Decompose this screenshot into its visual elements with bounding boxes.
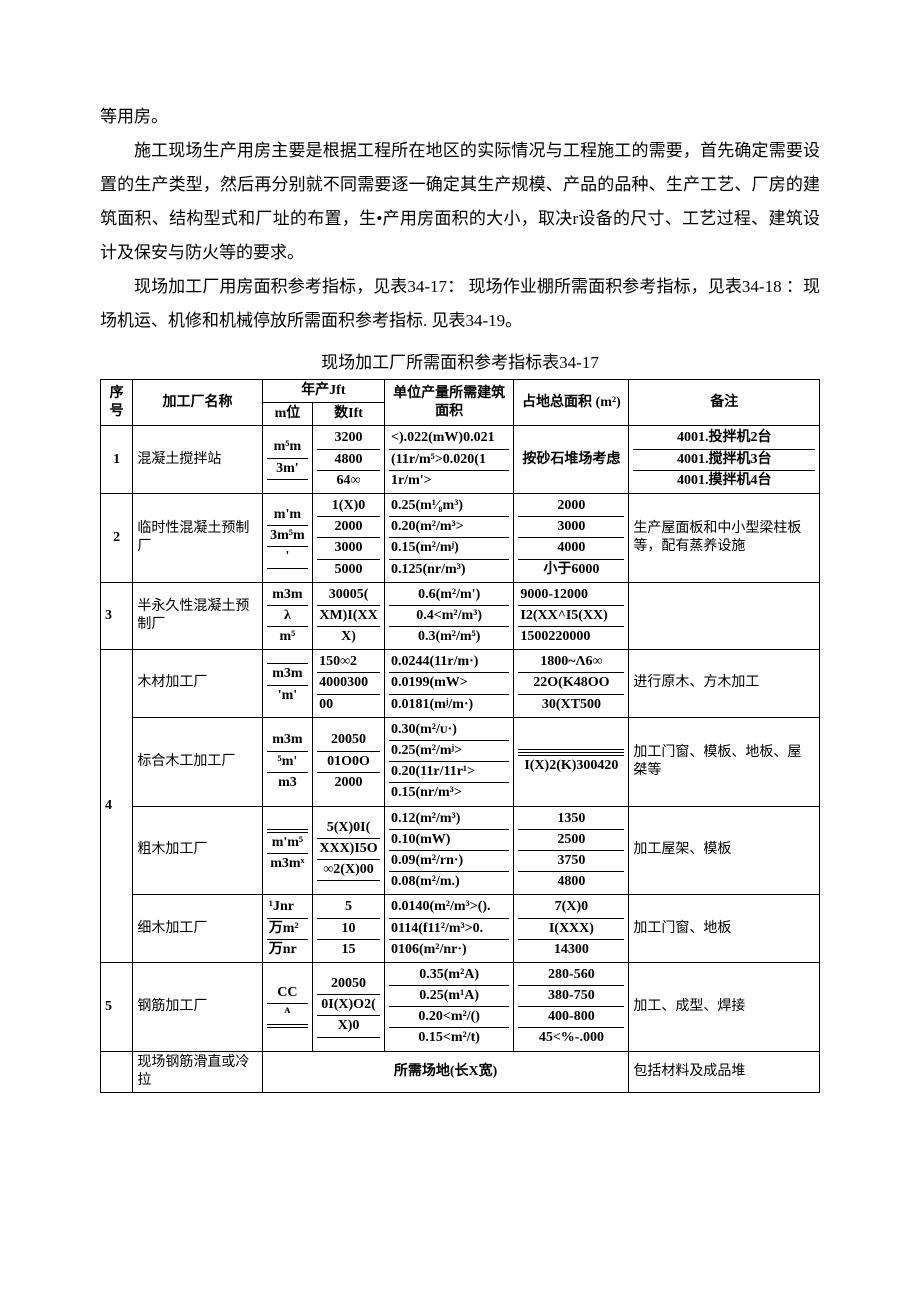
table-name: 半永久性混凝土预制厂 bbox=[133, 582, 262, 650]
table-note: 加工屋架、模板 bbox=[629, 806, 820, 895]
table-seq: 5 bbox=[101, 962, 133, 1051]
table-name: 粗木加工厂 bbox=[133, 806, 262, 895]
header-annual: 年产Jft bbox=[262, 380, 384, 403]
header-note: 备注 bbox=[629, 380, 820, 426]
table-qty: 30005( XM)I(XX X) bbox=[313, 582, 385, 650]
table-name: 木材加工厂 bbox=[133, 650, 262, 718]
table-note bbox=[629, 582, 820, 650]
table-title: 现场加工厂所需面积参考指标表34-17 bbox=[100, 348, 820, 373]
table-unit: m'm⁵ m3mˣ bbox=[262, 806, 312, 895]
header-unit: m位 bbox=[262, 403, 312, 426]
table-build: 0.12(m²/m³) 0.10(mW) 0.09(m²/rn·) 0.08(m… bbox=[384, 806, 513, 895]
table-build: 0.35(m²A) 0.25(m¹A) 0.20<m²/() 0.15<m²/t… bbox=[384, 962, 513, 1051]
table-note: 生产屋面板和中小型梁柱板等，配有蒸养设施 bbox=[629, 493, 820, 582]
table-build: 0.0244(11r/m·) 0.0199(mW> 0.0181(mʲ/m·) bbox=[384, 650, 513, 718]
header-qty: 数Ift bbox=[313, 403, 385, 426]
table-seq: 2 bbox=[101, 493, 133, 582]
table-span: 所需场地(长X宽) bbox=[262, 1051, 629, 1092]
table-unit: CC ᴬ bbox=[262, 962, 312, 1051]
table-qty: 5(X)0I( XXX)I5O ∞2(X)00 bbox=[313, 806, 385, 895]
table-build: 0.6(m²/m') 0.4<m²/m³) 0.3(m²/m⁵) bbox=[384, 582, 513, 650]
table-note: 加工、成型、焊接 bbox=[629, 962, 820, 1051]
table-build: 0.30(m²/ᴜ·) 0.25(m²/mʲ> 0.20(11r/11r¹> 0… bbox=[384, 717, 513, 806]
table-seq: 1 bbox=[101, 426, 133, 494]
header-name: 加工厂名称 bbox=[133, 380, 262, 426]
table-note: 4001.投拌机2台 4001.搅拌机3台 4001.摸拌机4台 bbox=[629, 426, 820, 494]
table-qty: 20050 01O0O 2000 bbox=[313, 717, 385, 806]
table-name: 标合木工加工厂 bbox=[133, 717, 262, 806]
table-area: 1350 2500 3750 4800 bbox=[514, 806, 629, 895]
paragraph: 等用房。 bbox=[100, 100, 820, 134]
header-build: 单位产量所需建筑面积 bbox=[384, 380, 513, 426]
table-unit: m3m λ m⁵ bbox=[262, 582, 312, 650]
table-name: 现场钢筋滑直或冷拉 bbox=[133, 1051, 262, 1092]
table-qty: 20050 0I(X)O2( X)0 bbox=[313, 962, 385, 1051]
table-unit: m3m ⁵m' m3 bbox=[262, 717, 312, 806]
table-build: 0.25(m¹⁄₈m³) 0.20(m²/m³> 0.15(m²/mʲ) 0.1… bbox=[384, 493, 513, 582]
table-seq: 3 bbox=[101, 582, 133, 650]
paragraph: 施工现场生产用房主要是根据工程所在地区的实际情况与工程施工的需要，首先确定需要设… bbox=[100, 134, 820, 270]
table-unit: m3m 'm' bbox=[262, 650, 312, 718]
header-seq: 序号 bbox=[101, 380, 133, 426]
table-unit: m'm 3m⁵m ' bbox=[262, 493, 312, 582]
header-area: 占地总面积 (m²) bbox=[514, 380, 629, 426]
table-name: 临时性混凝土预制厂 bbox=[133, 493, 262, 582]
table-area: I(X)2(K)300420 bbox=[514, 717, 629, 806]
table-note: 加工门窗、地板 bbox=[629, 895, 820, 963]
table-note: 包括材料及成品堆 bbox=[629, 1051, 820, 1092]
table-name: 钢筋加工厂 bbox=[133, 962, 262, 1051]
table-area: 按砂石堆场考虑 bbox=[514, 426, 629, 494]
table-note: 进行原木、方木加工 bbox=[629, 650, 820, 718]
table-build: 0.0140(m²/m³>(). 0114(f11²/m³>0. 0106(m²… bbox=[384, 895, 513, 963]
table-area: 280-560 380-750 400-800 45<%-.000 bbox=[514, 962, 629, 1051]
table-area: 7(X)0 I(XXX) 14300 bbox=[514, 895, 629, 963]
table-name: 混凝土搅拌站 bbox=[133, 426, 262, 494]
table-qty: 1(X)0 2000 3000 5000 bbox=[313, 493, 385, 582]
table-area: 9000-12000 I2(XX^I5(XX) 1500220000 bbox=[514, 582, 629, 650]
table-qty: 3200 4800 64∞ bbox=[313, 426, 385, 494]
table-qty: 5 10 15 bbox=[313, 895, 385, 963]
table-seq: 4 bbox=[101, 650, 133, 963]
table-unit: m⁵m 3m' bbox=[262, 426, 312, 494]
table-unit: ¹Jnr 万m² 万nr bbox=[262, 895, 312, 963]
table-qty: 150∞2 4000300 00 bbox=[313, 650, 385, 718]
table-area: 1800~Λ6∞ 22O(K48OO 30(XT500 bbox=[514, 650, 629, 718]
table-area: 2000 3000 4000 小于6000 bbox=[514, 493, 629, 582]
table-build: <).022(mW)0.021 (11r/m⁵>0.020(1 1r/m'> bbox=[384, 426, 513, 494]
reference-table: 序号 加工厂名称 年产Jft 单位产量所需建筑面积 占地总面积 (m²) 备注 … bbox=[100, 379, 820, 1093]
paragraph: 现场加工厂用房面积参考指标，见表34-17： 现场作业棚所需面积参考指标，见表3… bbox=[100, 270, 820, 338]
table-seq bbox=[101, 1051, 133, 1092]
table-note: 加工门窗、模板、地板、屋桀等 bbox=[629, 717, 820, 806]
table-name: 细木加工厂 bbox=[133, 895, 262, 963]
